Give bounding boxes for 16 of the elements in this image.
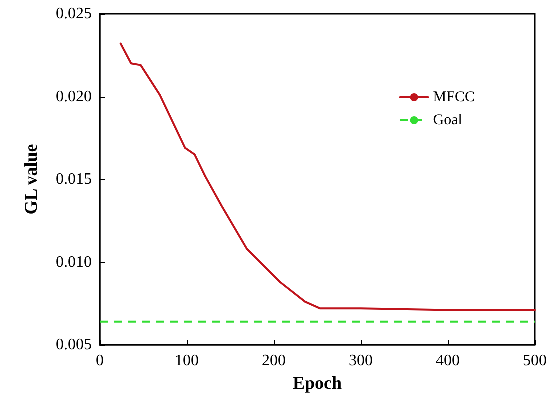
x-axis-title: Epoch bbox=[292, 372, 342, 393]
y-tick-label: 0.025 bbox=[56, 6, 92, 22]
x-tick-label: 500 bbox=[523, 352, 547, 370]
x-tick-label: 200 bbox=[262, 352, 286, 370]
x-tick-label: 300 bbox=[349, 352, 373, 370]
legend-label: MFCC bbox=[433, 90, 476, 106]
x-tick-label: 0 bbox=[96, 352, 104, 370]
y-tick-label: 0.005 bbox=[56, 336, 92, 354]
y-axis-title: GL value bbox=[21, 144, 41, 215]
x-tick-label: 400 bbox=[436, 352, 460, 370]
x-tick-label: 100 bbox=[175, 352, 199, 370]
line-series bbox=[120, 42, 536, 312]
y-tick-label: 0.020 bbox=[56, 88, 92, 106]
y-tick-label: 0.010 bbox=[56, 254, 92, 271]
legend-label: Goal bbox=[433, 112, 462, 128]
y-tick-label: 0.015 bbox=[56, 171, 92, 188]
